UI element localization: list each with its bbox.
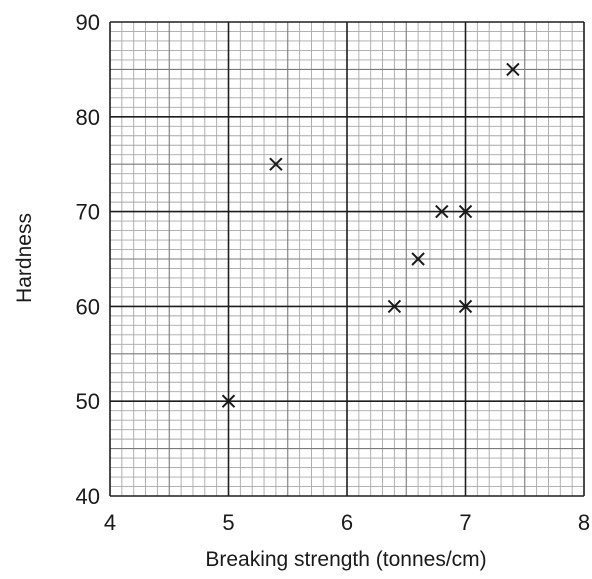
cross-stroke [269,157,283,171]
y-axis-label: Hardness [13,213,36,303]
mid-gridlines [110,22,584,496]
x-tick-label: 6 [341,510,353,535]
x-tick-label: 8 [578,510,590,535]
x-tick-label: 4 [104,510,116,535]
y-tick-label: 70 [76,200,100,225]
data-point [269,157,283,171]
major-gridlines [109,21,585,497]
cross-stroke [387,299,402,314]
x-axis-label: Breaking strength (tonnes/cm) [205,548,486,571]
data-point [411,252,425,266]
y-tick-label: 80 [76,105,100,130]
cross-stroke [458,204,473,219]
data-point [387,299,402,314]
data-point [221,394,236,408]
x-tick-label: 5 [222,510,234,535]
data-points [221,62,520,408]
data-point [435,204,449,219]
cross-stroke [506,62,520,77]
y-tick-label: 40 [76,484,100,509]
cross-stroke [435,204,449,219]
cross-stroke [458,299,473,314]
data-point [458,204,473,219]
data-point [506,62,520,77]
x-tick-labels: 4 5 6 7 8 [104,510,590,535]
y-tick-label: 90 [76,10,100,35]
x-tick-label: 7 [459,510,471,535]
y-tick-labels: 40 50 60 70 80 90 [76,10,100,509]
cross-stroke [411,252,425,266]
cross-stroke [221,394,236,408]
y-tick-label: 50 [76,389,100,414]
data-point [458,299,473,314]
y-tick-label: 60 [76,294,100,319]
